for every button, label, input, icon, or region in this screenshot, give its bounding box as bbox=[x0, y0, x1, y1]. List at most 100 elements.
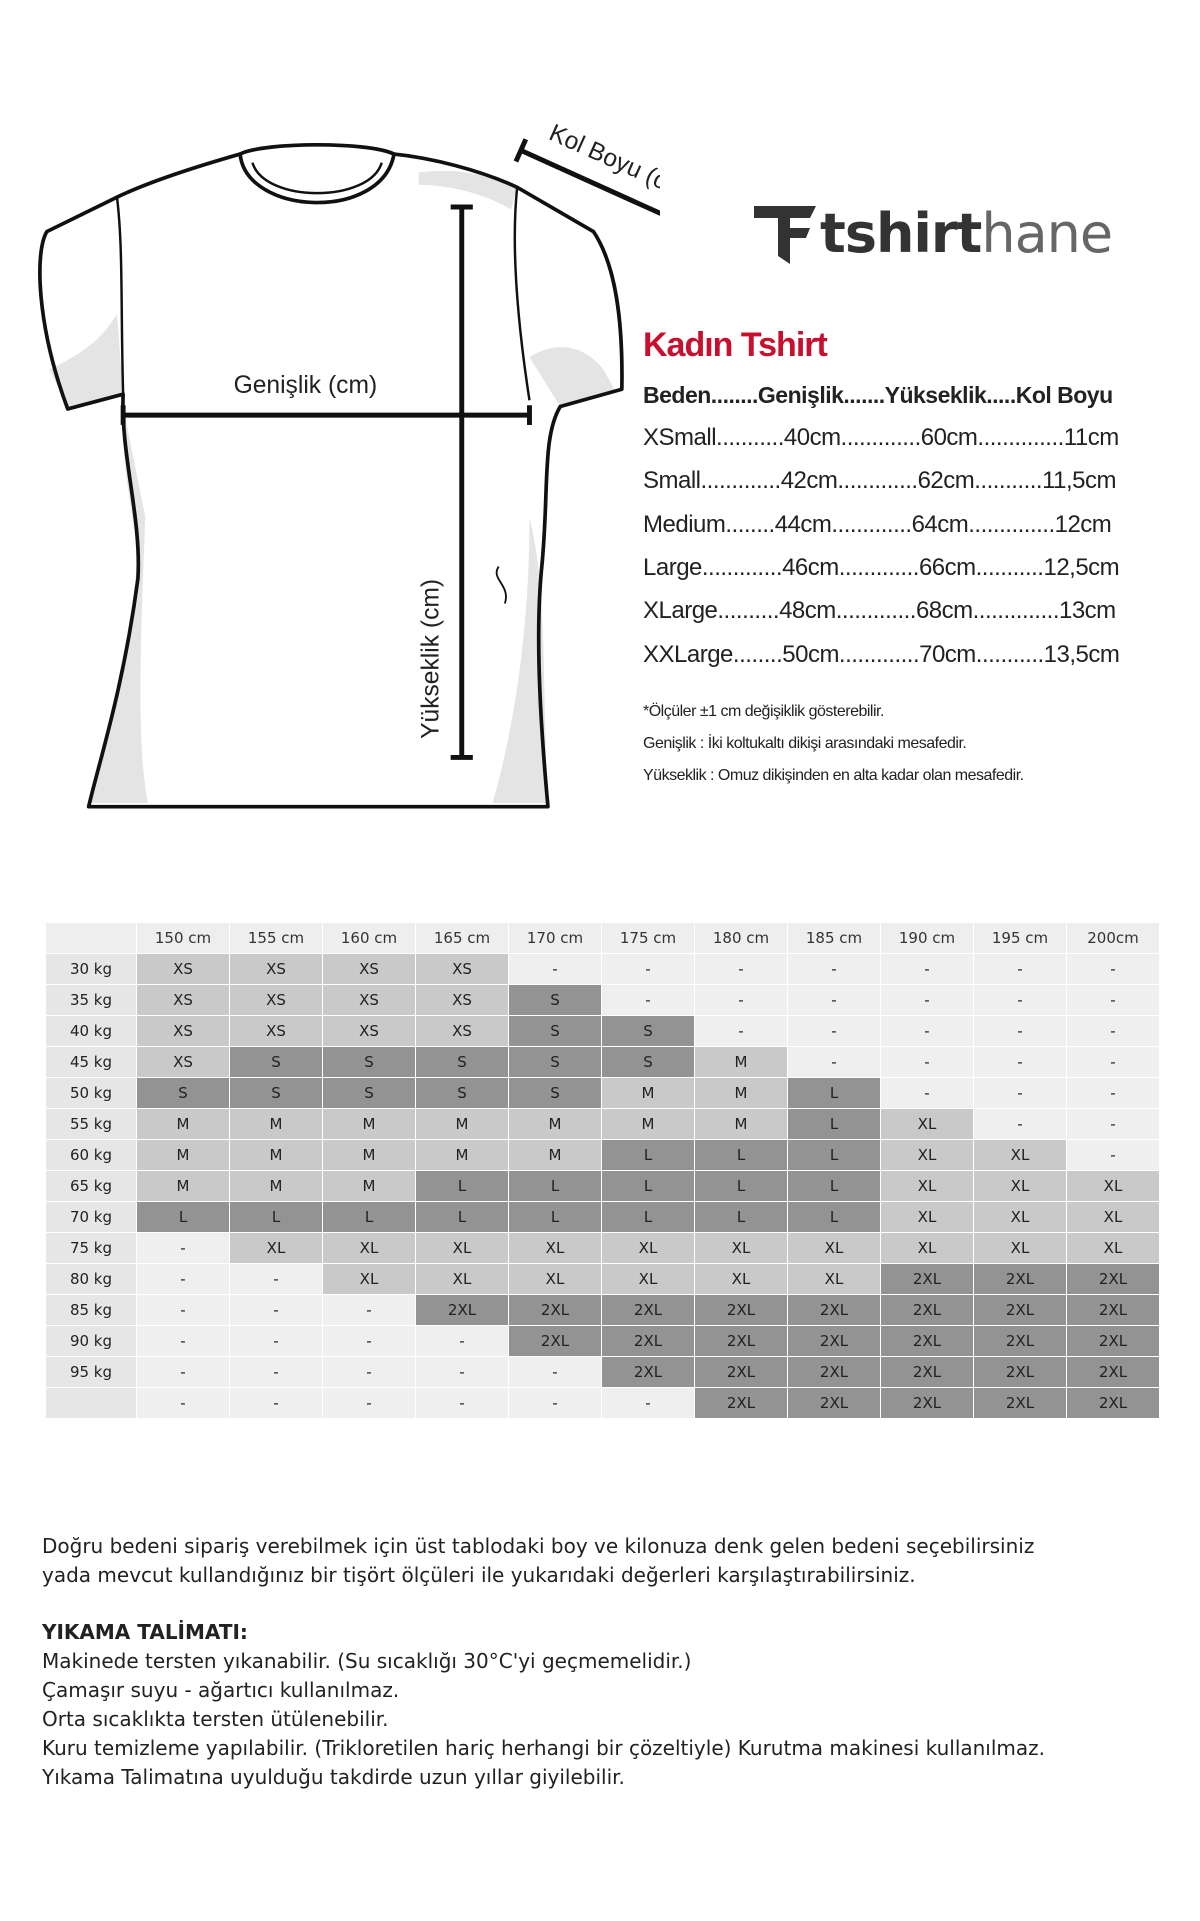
grid-row: 85 kg - - -2XL 2XL 2XL 2XL 2XL 2XL 2XL 2XL bbox=[45, 1294, 1160, 1326]
size-cell: - bbox=[880, 953, 974, 985]
size-cell: L bbox=[787, 1077, 881, 1109]
size-row: XXLarge........50cm.............70cm....… bbox=[643, 640, 1120, 668]
height-header: 190 cm bbox=[880, 922, 974, 954]
size-cell: S bbox=[601, 1046, 695, 1078]
size-cell: - bbox=[787, 1046, 881, 1078]
size-cell: XS bbox=[136, 953, 230, 985]
size-cell: - bbox=[136, 1263, 230, 1295]
size-cell: - bbox=[136, 1387, 230, 1419]
size-cell: 2XL bbox=[601, 1356, 695, 1388]
size-cell: L bbox=[322, 1201, 416, 1233]
shirt-diagram: Genişlik (cm) Yükseklik (cm) Kol Boyu (c… bbox=[38, 119, 660, 809]
size-cell: 2XL bbox=[787, 1325, 881, 1357]
size-cell: S bbox=[508, 1077, 602, 1109]
weight-label: 85 kg bbox=[45, 1294, 137, 1326]
weight-label: 75 kg bbox=[45, 1232, 137, 1264]
grid-row: 70 kg L L L L L L L L XL XL XL bbox=[45, 1201, 1160, 1233]
size-cell: - bbox=[694, 984, 788, 1016]
size-row: XSmall...........40cm.............60cm..… bbox=[643, 424, 1119, 451]
size-cell: 2XL bbox=[973, 1387, 1067, 1419]
size-cell: XL bbox=[880, 1201, 974, 1233]
size-cell: - bbox=[229, 1387, 323, 1419]
size-cell: M bbox=[322, 1108, 416, 1140]
size-cell: M bbox=[322, 1170, 416, 1202]
wash-line: Kuru temizleme yapılabilir. (Trikloretil… bbox=[42, 1736, 1046, 1760]
size-cell: XL bbox=[1066, 1201, 1160, 1233]
size-cell: - bbox=[322, 1387, 416, 1419]
grid-row: 45 kg XS S S S S S M - - - - bbox=[45, 1046, 1160, 1078]
weight-label: 90 kg bbox=[45, 1325, 137, 1357]
size-cell: 2XL bbox=[1066, 1387, 1160, 1419]
size-cell: L bbox=[694, 1201, 788, 1233]
size-row: XLarge..........48cm.............68cm...… bbox=[643, 597, 1116, 625]
weight-label: 95 kg bbox=[45, 1356, 137, 1388]
size-cell: XL bbox=[880, 1232, 974, 1264]
size-cell: XL bbox=[880, 1139, 974, 1171]
size-cell: - bbox=[880, 1046, 974, 1078]
height-header: 185 cm bbox=[787, 922, 881, 954]
weight-label: 30 kg bbox=[45, 953, 137, 985]
size-cell: 2XL bbox=[973, 1294, 1067, 1326]
size-grid: 150 cm 155 cm 160 cm 165 cm 170 cm 175 cm 180 … bbox=[45, 922, 1160, 1419]
size-cell: 2XL bbox=[787, 1356, 881, 1388]
size-cell: 2XL bbox=[508, 1294, 602, 1326]
size-cell: XL bbox=[415, 1232, 509, 1264]
grid-row: 90 kg - - - -2XL 2XL 2XL 2XL 2XL 2XL 2XL bbox=[45, 1325, 1160, 1357]
size-cell: XS bbox=[322, 953, 416, 985]
size-cell: - bbox=[880, 1015, 974, 1047]
size-cell: M bbox=[415, 1139, 509, 1171]
intro-line: Doğru bedeni sipariş verebilmek için üst… bbox=[42, 1534, 1035, 1558]
size-cell: 2XL bbox=[880, 1356, 974, 1388]
logo: tshirt hane bbox=[750, 198, 1113, 268]
size-cell: L bbox=[601, 1139, 695, 1171]
size-cell: XL bbox=[880, 1108, 974, 1140]
size-cell: XL bbox=[973, 1201, 1067, 1233]
size-cell: - bbox=[229, 1325, 323, 1357]
size-header: Beden........Genişlik.......Yükseklik...… bbox=[643, 382, 1113, 408]
size-cell: M bbox=[601, 1108, 695, 1140]
size-cell: 2XL bbox=[1066, 1263, 1160, 1295]
size-note: Yükseklik : Omuz dikişinden en alta kada… bbox=[643, 767, 1024, 784]
size-cell: - bbox=[1066, 1139, 1160, 1171]
weight-label: 35 kg bbox=[45, 984, 137, 1016]
size-cell: - bbox=[694, 1015, 788, 1047]
size-cell: M bbox=[694, 1046, 788, 1078]
size-cell: XL bbox=[322, 1232, 416, 1264]
size-row: Large.............46cm.............66cm.… bbox=[643, 553, 1120, 581]
sleeve-label: Kol Boyu (cm) bbox=[545, 119, 660, 207]
size-cell: - bbox=[973, 1077, 1067, 1109]
size-cell: S bbox=[415, 1046, 509, 1078]
size-cell: 2XL bbox=[973, 1263, 1067, 1295]
size-cell: - bbox=[508, 1356, 602, 1388]
size-cell: 2XL bbox=[508, 1325, 602, 1357]
size-cell: - bbox=[229, 1356, 323, 1388]
size-cell: L bbox=[508, 1170, 602, 1202]
size-cell: M bbox=[229, 1139, 323, 1171]
size-cell: - bbox=[1066, 953, 1160, 985]
size-cell: 2XL bbox=[787, 1387, 881, 1419]
size-cell: XL bbox=[601, 1263, 695, 1295]
size-cell: - bbox=[415, 1387, 509, 1419]
size-note: Genişlik : İki koltukaltı dikişi arasınd… bbox=[643, 735, 967, 752]
height-header: 160 cm bbox=[322, 922, 416, 954]
size-cell: 2XL bbox=[880, 1263, 974, 1295]
size-cell: - bbox=[787, 953, 881, 985]
size-cell: L bbox=[787, 1170, 881, 1202]
size-cell: - bbox=[787, 1015, 881, 1047]
size-row: Medium........44cm.............64cm.....… bbox=[643, 510, 1112, 538]
size-cell: 2XL bbox=[415, 1294, 509, 1326]
intro-line: yada mevcut kullandığınız bir tişört ölç… bbox=[42, 1563, 916, 1587]
size-cell: S bbox=[601, 1015, 695, 1047]
size-cell: - bbox=[973, 1015, 1067, 1047]
wash-line: Yıkama Talimatına uyulduğu takdirde uzun… bbox=[42, 1765, 625, 1789]
size-cell: - bbox=[136, 1294, 230, 1326]
size-cell: - bbox=[508, 1387, 602, 1419]
size-cell: 2XL bbox=[880, 1387, 974, 1419]
grid-row: 60 kg M M M M M L L L XL XL - bbox=[45, 1139, 1160, 1171]
logo-text: hane bbox=[981, 201, 1113, 265]
grid-row: 80 kg - - XL XL XL XL XL XL 2XL 2XL 2XL bbox=[45, 1263, 1160, 1295]
corner-cell bbox=[45, 922, 137, 954]
size-cell: - bbox=[229, 1263, 323, 1295]
size-cell: L bbox=[229, 1201, 323, 1233]
